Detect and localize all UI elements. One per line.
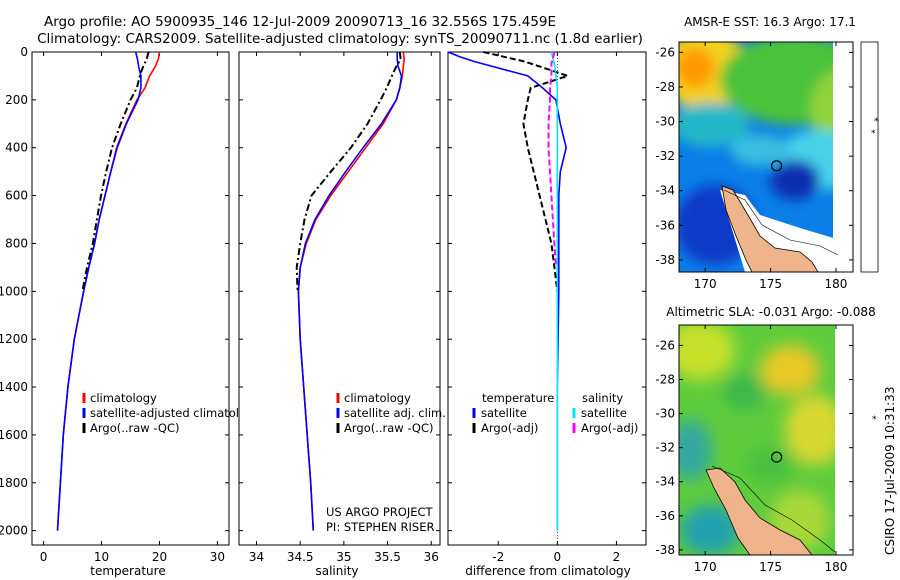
series-temperature-argo-adj- bbox=[483, 51, 571, 292]
p3-xtick-label: 2 bbox=[613, 550, 621, 564]
p2-xtick-label: 35.5 bbox=[374, 550, 401, 564]
difference-axes-frame bbox=[447, 51, 647, 546]
legend-entry: Argo(-adj) bbox=[481, 421, 538, 435]
salinity-panel: 34 34.5 35 35.5 36 salinity climatologysatel… bbox=[238, 51, 446, 578]
legend-entry: satellite adj. clim. bbox=[344, 406, 446, 420]
map-ytick-label: -28 bbox=[655, 80, 675, 94]
p2-xtick-label: 36 bbox=[424, 550, 439, 564]
series-argo-raw-qc- bbox=[295, 51, 402, 292]
figure-title-line1: Argo profile: AO 5900935_146 12-Jul-2009… bbox=[44, 14, 556, 30]
series-salinity-argo-adj- bbox=[547, 51, 557, 268]
legend-entry: climatology bbox=[90, 391, 157, 405]
credit-project: US ARGO PROJECT bbox=[326, 505, 434, 519]
map-xtick-label: 180 bbox=[825, 277, 848, 291]
map-xtick-label: 180 bbox=[825, 560, 848, 574]
series-satellite-adjusted-climatology bbox=[56, 51, 142, 531]
series-salinity-satellite bbox=[550, 51, 559, 531]
legend-entry: Argo(-adj) bbox=[581, 421, 638, 435]
p1-xtick-label: 20 bbox=[152, 550, 167, 564]
p2-xtick-label: 34 bbox=[249, 550, 264, 564]
p1-xtick-label: 0 bbox=[40, 550, 48, 564]
legend-entry: climatology bbox=[344, 391, 411, 405]
p1-xtick-label: 30 bbox=[210, 550, 225, 564]
difference-panel: -2 0 2 difference from climatology tempera… bbox=[447, 51, 647, 578]
map-ytick-label: -38 bbox=[655, 253, 675, 267]
temperature-axes-frame bbox=[31, 51, 230, 546]
depth-tick-label: 600 bbox=[5, 189, 28, 203]
depth-tick-label: 1400 bbox=[0, 380, 28, 394]
sst-side-strip bbox=[860, 41, 879, 273]
temperature-xlabel: temperature bbox=[90, 564, 165, 578]
legend-entry: Argo(..raw -QC) bbox=[90, 421, 180, 435]
series-argo-raw-qc- bbox=[81, 51, 150, 292]
legend-entry: satellite bbox=[581, 406, 627, 420]
sst-strip-star-2: * bbox=[874, 117, 879, 127]
sla-strip-star: * bbox=[872, 415, 877, 425]
map-ytick-label: -38 bbox=[655, 543, 675, 557]
p3-xtick-label: -2 bbox=[492, 550, 504, 564]
p2-xtick-label: 34.5 bbox=[287, 550, 314, 564]
figure-title-line2: Climatology: CARS2009. Satellite-adjuste… bbox=[37, 31, 643, 47]
credit-pi: PI: STEPHEN RISER bbox=[326, 520, 435, 534]
temperature-panel: 0 200 400 600 800 1000 1200 1400 1600 1800 2000 0 10… bbox=[0, 45, 260, 578]
map-ytick-label: -36 bbox=[655, 509, 675, 523]
depth-tick-label: 400 bbox=[5, 141, 28, 155]
sla-map-frame bbox=[678, 324, 854, 556]
difference-legend: temperature salinitysatelliteArgo(-adj)sa… bbox=[472, 391, 638, 435]
depth-tick-label: 1200 bbox=[0, 332, 28, 346]
depth-tick-label: 1600 bbox=[0, 428, 28, 442]
map-ytick-label: -32 bbox=[655, 441, 675, 455]
legend-entry: satellite-adjusted climatology bbox=[90, 406, 260, 420]
map-ytick-label: -34 bbox=[655, 184, 675, 198]
legend-entry: Argo(..raw -QC) bbox=[344, 421, 434, 435]
salinity-axes-frame bbox=[238, 51, 441, 546]
map-ytick-label: -36 bbox=[655, 218, 675, 232]
sst-map-frame bbox=[678, 41, 854, 273]
sst-argo-location-marker bbox=[770, 160, 783, 172]
map-xtick-label: 170 bbox=[694, 277, 717, 291]
footer-timestamp: CSIRO 17-Jul-2009 10:31:33 bbox=[883, 387, 897, 555]
map-ytick-label: -26 bbox=[655, 338, 675, 352]
p3-xtick-label: 0 bbox=[554, 550, 562, 564]
map-xtick-label: 170 bbox=[694, 560, 717, 574]
salinity-xlabel: salinity bbox=[315, 564, 358, 578]
sst-map: AMSR-E SST: 16.3 Argo: 17.1 170 175 180 -26… bbox=[655, 15, 856, 291]
legend-temperature-title: temperature bbox=[482, 391, 554, 405]
depth-tick-label: 1800 bbox=[0, 476, 28, 490]
series-satellite-adj-clim- bbox=[297, 52, 403, 531]
depth-tick-label: 1000 bbox=[0, 284, 28, 298]
map-ytick-label: -34 bbox=[655, 475, 675, 489]
p1-xtick-label: 10 bbox=[94, 550, 109, 564]
legend-entry: satellite bbox=[481, 406, 527, 420]
sst-field bbox=[679, 42, 853, 272]
depth-tick-label: 2000 bbox=[0, 524, 28, 538]
p2-xtick-label: 35 bbox=[336, 550, 351, 564]
map-ytick-label: -32 bbox=[655, 149, 675, 163]
map-xtick-label: 175 bbox=[759, 277, 782, 291]
depth-tick-label: 200 bbox=[5, 93, 28, 107]
depth-tick-label: 0 bbox=[20, 45, 28, 59]
map-ytick-label: -26 bbox=[655, 45, 675, 59]
difference-xlabel: difference from climatology bbox=[465, 564, 631, 578]
map-xtick-label: 175 bbox=[759, 560, 782, 574]
map-ytick-label: -30 bbox=[655, 115, 675, 129]
sla-field bbox=[679, 325, 853, 555]
map-ytick-label: -28 bbox=[655, 373, 675, 387]
sla-map-title: Altimetric SLA: -0.031 Argo: -0.088 bbox=[666, 305, 875, 319]
sla-argo-location-marker bbox=[770, 451, 783, 463]
sst-map-title: AMSR-E SST: 16.3 Argo: 17.1 bbox=[684, 15, 856, 29]
depth-tick-label: 800 bbox=[5, 236, 28, 250]
sla-map: Altimetric SLA: -0.031 Argo: -0.088 170 1… bbox=[655, 305, 875, 574]
sst-strip-star-1: * bbox=[871, 129, 876, 139]
map-ytick-label: -30 bbox=[655, 407, 675, 421]
legend-salinity-title: salinity bbox=[582, 391, 623, 405]
series-temperature-satellite bbox=[447, 51, 568, 531]
